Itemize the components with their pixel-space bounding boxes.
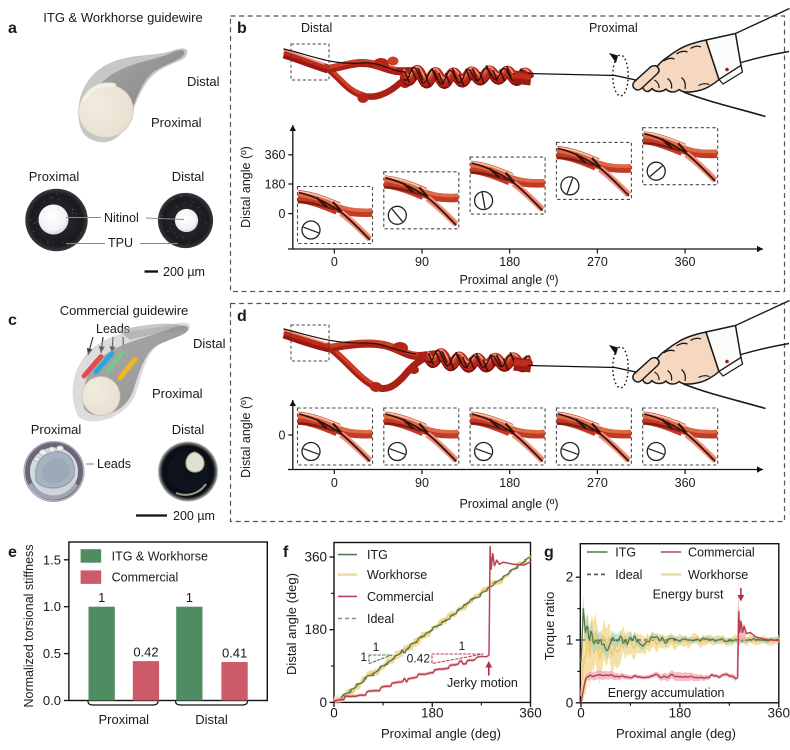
svg-text:0.42: 0.42 <box>133 645 158 660</box>
svg-text:0: 0 <box>279 207 286 221</box>
svg-text:d: d <box>237 308 247 325</box>
svg-text:1: 1 <box>459 639 466 653</box>
svg-text:200 µm: 200 µm <box>173 509 215 523</box>
svg-text:a: a <box>8 20 17 37</box>
svg-text:Distal angle (deg): Distal angle (deg) <box>284 573 299 675</box>
svg-text:Workhorse: Workhorse <box>688 568 748 582</box>
svg-text:Energy burst: Energy burst <box>653 588 724 602</box>
svg-text:ITG: ITG <box>615 545 636 559</box>
svg-text:Distal angle (º): Distal angle (º) <box>239 396 253 478</box>
svg-text:180: 180 <box>304 622 327 637</box>
svg-text:Distal: Distal <box>301 21 332 35</box>
svg-text:0.42: 0.42 <box>407 652 431 666</box>
svg-text:Proximal angle (deg): Proximal angle (deg) <box>616 726 736 741</box>
svg-text:0: 0 <box>279 428 286 442</box>
svg-text:0: 0 <box>331 476 338 490</box>
svg-text:f: f <box>283 544 289 561</box>
svg-text:ITG & Workhorse guidewire: ITG & Workhorse guidewire <box>43 10 202 25</box>
svg-text:Proximal: Proximal <box>31 422 82 437</box>
svg-text:Leads: Leads <box>97 457 131 471</box>
svg-text:Distal: Distal <box>187 74 220 89</box>
svg-text:1: 1 <box>186 590 193 605</box>
svg-text:Normalized torsional stiffness: Normalized torsional stiffness <box>22 544 36 707</box>
svg-text:Proximal angle (º): Proximal angle (º) <box>459 273 558 287</box>
svg-text:Distal: Distal <box>195 712 228 727</box>
svg-text:Proximal: Proximal <box>151 115 202 130</box>
svg-text:Torque ratio: Torque ratio <box>542 592 557 661</box>
svg-text:Jerky motion: Jerky motion <box>447 676 518 690</box>
svg-text:200 µm: 200 µm <box>163 265 205 279</box>
svg-text:0: 0 <box>577 706 585 721</box>
svg-text:Distal: Distal <box>172 422 205 437</box>
svg-text:g: g <box>544 544 554 561</box>
svg-text:Ideal: Ideal <box>367 612 394 626</box>
svg-text:Commercial: Commercial <box>112 571 179 585</box>
svg-text:0: 0 <box>330 706 338 721</box>
svg-text:360: 360 <box>675 476 696 490</box>
svg-text:180: 180 <box>669 706 692 721</box>
svg-text:1: 1 <box>360 650 367 664</box>
svg-text:0: 0 <box>331 255 338 269</box>
svg-text:360: 360 <box>768 706 790 721</box>
svg-text:Commercial: Commercial <box>367 590 434 604</box>
svg-text:Nitinol: Nitinol <box>104 211 139 225</box>
svg-text:TPU: TPU <box>108 236 133 250</box>
svg-text:1: 1 <box>566 633 574 648</box>
svg-text:1.0: 1.0 <box>43 599 61 614</box>
svg-text:Distal: Distal <box>172 169 205 184</box>
svg-text:180: 180 <box>499 476 520 490</box>
svg-text:Workhorse: Workhorse <box>367 568 427 582</box>
svg-text:Proximal angle (deg): Proximal angle (deg) <box>381 726 501 741</box>
svg-text:0: 0 <box>566 695 574 710</box>
svg-text:2: 2 <box>566 570 574 585</box>
svg-text:270: 270 <box>587 255 608 269</box>
svg-text:180: 180 <box>265 177 286 191</box>
svg-text:ITG & Workhorse: ITG & Workhorse <box>112 550 208 564</box>
svg-text:c: c <box>8 312 17 329</box>
svg-text:360: 360 <box>519 706 542 721</box>
svg-text:Ideal: Ideal <box>615 568 642 582</box>
svg-text:90: 90 <box>415 255 429 269</box>
svg-text:0.41: 0.41 <box>222 646 247 661</box>
svg-text:360: 360 <box>675 255 696 269</box>
svg-text:Energy accumulation: Energy accumulation <box>608 686 725 700</box>
svg-text:0.5: 0.5 <box>43 646 61 661</box>
svg-text:e: e <box>8 544 17 561</box>
svg-text:Proximal: Proximal <box>589 21 638 35</box>
svg-text:Distal: Distal <box>193 336 226 351</box>
svg-text:0.0: 0.0 <box>43 693 61 708</box>
svg-text:360: 360 <box>265 148 286 162</box>
svg-text:Proximal: Proximal <box>29 169 80 184</box>
svg-text:Proximal: Proximal <box>152 386 203 401</box>
svg-text:180: 180 <box>421 706 444 721</box>
svg-text:b: b <box>237 20 247 37</box>
svg-text:360: 360 <box>304 550 327 565</box>
svg-text:ITG: ITG <box>367 548 388 562</box>
svg-text:Proximal angle (º): Proximal angle (º) <box>459 497 558 511</box>
svg-text:Commercial guidewire: Commercial guidewire <box>60 303 189 318</box>
svg-text:90: 90 <box>415 476 429 490</box>
svg-text:Distal angle (º): Distal angle (º) <box>239 146 253 228</box>
svg-text:1.5: 1.5 <box>43 552 61 567</box>
svg-text:Proximal: Proximal <box>99 712 150 727</box>
svg-text:Commercial: Commercial <box>688 545 755 559</box>
svg-text:1: 1 <box>373 640 380 654</box>
svg-text:1: 1 <box>98 590 105 605</box>
svg-text:180: 180 <box>499 255 520 269</box>
svg-text:270: 270 <box>587 476 608 490</box>
svg-text:0: 0 <box>319 695 327 710</box>
